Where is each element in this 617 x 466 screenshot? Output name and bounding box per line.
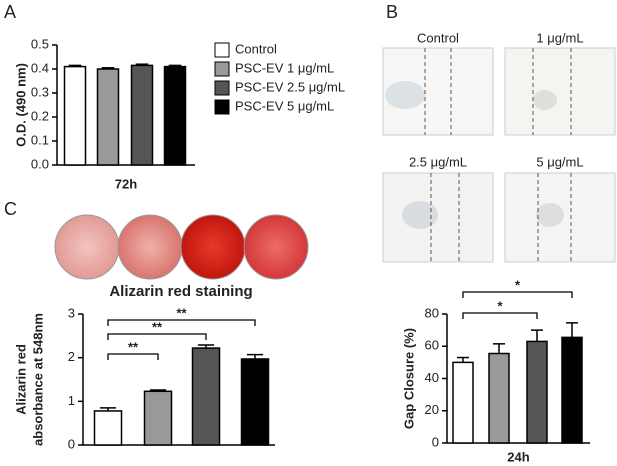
panel-label: B [386,2,398,22]
well-image [243,214,309,280]
image-caption: Control [417,30,459,45]
bar [561,336,583,444]
staining-title: Alizarin red staining [109,283,252,300]
well-image [54,214,120,280]
bar [191,347,221,446]
x-axis-label: 72h [115,176,137,191]
legend-swatch [214,80,230,96]
bar [488,352,510,444]
legend-label: Control [235,41,277,56]
y-tick-label: 20 [425,402,439,417]
y-tick-label: 0 [432,434,439,449]
y-tick-label: 0.2 [31,108,49,123]
significance-label: * [497,298,503,313]
scratch-image [504,172,616,263]
y-tick-label: 0.3 [31,84,49,99]
legend-label: PSC-EV 1 μg/mL [235,60,334,75]
bar [143,390,173,446]
scratch-image [504,47,616,136]
legend-swatch [214,42,230,58]
significance-label: ** [152,319,163,334]
bar [130,64,154,166]
y-tick-label: 80 [425,305,439,320]
significance-label: ** [128,339,139,354]
bar [526,340,548,444]
significance-label: ** [176,305,187,320]
y-axis-label: Alizarin red [13,344,28,415]
bar [93,410,123,446]
well-image [117,214,183,280]
legend-swatch [214,61,230,77]
y-tick-label: 0.5 [31,36,49,51]
panel-label: C [4,199,17,219]
bar [63,65,87,166]
significance-label: * [515,277,521,292]
y-tick-label: 60 [425,338,439,353]
y-tick-label: 0.1 [31,132,49,147]
y-tick-label: 0.4 [31,60,49,75]
y-tick-label: 40 [425,370,439,385]
image-caption: 2.5 μg/mL [409,154,467,169]
bar [96,68,120,166]
bar [240,358,270,446]
panel-label: A [4,2,16,22]
legend-label: PSC-EV 5 μg/mL [235,98,334,113]
x-axis-label: 24h [507,449,529,464]
y-tick-label: 0.0 [31,156,49,171]
legend-swatch [214,99,230,115]
scratch-image [382,172,494,263]
legend-label: PSC-EV 2.5 μg/mL [235,79,345,94]
scratch-image [382,47,494,136]
y-axis-label: Gap Closure (%) [401,328,416,429]
image-caption: 5 μg/mL [536,154,583,169]
bar [452,361,474,444]
y-tick-label: 0 [68,436,75,451]
y-axis-label: absorbance at 548nm [30,313,45,446]
significance-bracket [107,353,159,360]
significance-bracket [107,333,207,340]
y-tick-label: 1 [68,393,75,408]
significance-bracket [462,291,573,298]
bar [163,65,187,166]
y-tick-label: 2 [68,349,75,364]
image-caption: 1 μg/mL [536,30,583,45]
well-image [180,214,246,280]
significance-bracket [107,319,256,326]
y-axis-label: O.D. (490 nm) [13,63,28,147]
significance-bracket [462,312,538,319]
y-tick-label: 3 [68,305,75,320]
